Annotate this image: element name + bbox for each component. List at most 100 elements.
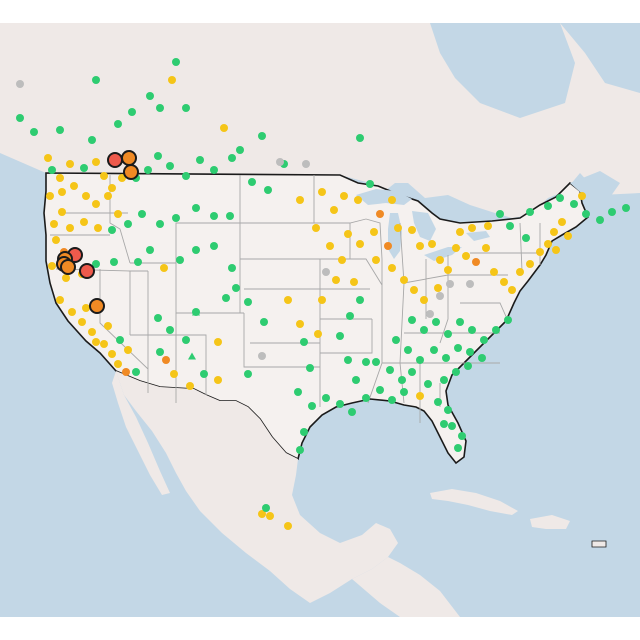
aqi-marker-good[interactable]: [226, 212, 234, 220]
aqi-marker-good[interactable]: [114, 120, 122, 128]
aqi-marker-good[interactable]: [92, 260, 100, 268]
aqi-marker-good[interactable]: [466, 348, 474, 356]
aqi-marker-good[interactable]: [336, 400, 344, 408]
aqi-marker-good[interactable]: [408, 368, 416, 376]
aqi-marker-good[interactable]: [196, 156, 204, 164]
aqi-marker-good[interactable]: [570, 200, 578, 208]
aqi-marker-good[interactable]: [166, 326, 174, 334]
aqi-marker-good[interactable]: [400, 388, 408, 396]
aqi-marker-good[interactable]: [372, 358, 380, 366]
aqi-marker-good[interactable]: [110, 258, 118, 266]
aqi-marker-good[interactable]: [344, 356, 352, 364]
aqi-marker-moderate[interactable]: [186, 382, 194, 390]
aqi-marker-moderate[interactable]: [356, 240, 364, 248]
aqi-marker-moderate[interactable]: [58, 188, 66, 196]
aqi-marker-good[interactable]: [222, 294, 230, 302]
aqi-marker-moderate[interactable]: [318, 188, 326, 196]
aqi-marker-moderate[interactable]: [92, 158, 100, 166]
aqi-marker-good[interactable]: [522, 234, 530, 242]
aqi-marker-moderate[interactable]: [452, 244, 460, 252]
aqi-marker-good[interactable]: [192, 246, 200, 254]
aqi-marker-moderate[interactable]: [100, 172, 108, 180]
aqi-marker-moderate[interactable]: [436, 256, 444, 264]
aqi-marker-moderate[interactable]: [94, 224, 102, 232]
aqi-marker-good[interactable]: [346, 312, 354, 320]
aqi-marker-good[interactable]: [264, 186, 272, 194]
aqi-marker-moderate[interactable]: [468, 224, 476, 232]
aqi-marker-good[interactable]: [454, 344, 462, 352]
aqi-marker-moderate[interactable]: [544, 240, 552, 248]
aqi-marker-usg[interactable]: [384, 242, 392, 250]
aqi-marker-moderate[interactable]: [258, 510, 266, 518]
aqi-marker-good[interactable]: [398, 376, 406, 384]
aqi-marker-no_data[interactable]: [436, 292, 444, 300]
aqi-marker-moderate[interactable]: [118, 174, 126, 182]
aqi-marker-moderate[interactable]: [314, 330, 322, 338]
aqi-marker-good[interactable]: [504, 316, 512, 324]
aqi-marker-good[interactable]: [56, 126, 64, 134]
aqi-marker-moderate[interactable]: [66, 224, 74, 232]
aqi-marker-moderate[interactable]: [516, 268, 524, 276]
aqi-marker-good[interactable]: [408, 316, 416, 324]
aqi-marker-moderate[interactable]: [78, 318, 86, 326]
aqi-marker-good[interactable]: [300, 428, 308, 436]
aqi-marker-good[interactable]: [322, 394, 330, 402]
aqi-marker-moderate[interactable]: [108, 350, 116, 358]
aqi-marker-moderate[interactable]: [66, 160, 74, 168]
aqi-marker-moderate[interactable]: [160, 264, 168, 272]
aqi-marker-good[interactable]: [352, 376, 360, 384]
aqi-marker-good[interactable]: [210, 212, 218, 220]
aqi-marker-usg[interactable]: [162, 356, 170, 364]
aqi-marker-moderate[interactable]: [410, 286, 418, 294]
aqi-marker-no_data[interactable]: [322, 268, 330, 276]
aqi-marker-moderate[interactable]: [82, 192, 90, 200]
aqi-marker-good[interactable]: [430, 346, 438, 354]
aqi-marker-good[interactable]: [458, 432, 466, 440]
aqi-marker-good[interactable]: [154, 152, 162, 160]
aqi-marker-no_data[interactable]: [258, 352, 266, 360]
aqi-marker-no_data[interactable]: [302, 160, 310, 168]
aqi-marker-good[interactable]: [622, 204, 630, 212]
aqi-marker-moderate[interactable]: [82, 304, 90, 312]
aqi-marker-good[interactable]: [348, 408, 356, 416]
aqi-marker-moderate[interactable]: [416, 392, 424, 400]
aqi-marker-moderate[interactable]: [58, 208, 66, 216]
aqi-marker-moderate[interactable]: [372, 256, 380, 264]
aqi-marker-good[interactable]: [442, 354, 450, 362]
aqi-marker-good[interactable]: [156, 104, 164, 112]
aqi-marker-good[interactable]: [154, 314, 162, 322]
aqi-marker-good[interactable]: [362, 394, 370, 402]
aqi-marker-moderate[interactable]: [552, 246, 560, 254]
aqi-marker-moderate[interactable]: [536, 248, 544, 256]
aqi-marker-good[interactable]: [108, 226, 116, 234]
aqi-marker-moderate[interactable]: [52, 236, 60, 244]
aqi-marker-good[interactable]: [132, 368, 140, 376]
aqi-marker-moderate[interactable]: [508, 286, 516, 294]
aqi-marker-good[interactable]: [146, 92, 154, 100]
aqi-marker-good[interactable]: [496, 210, 504, 218]
aqi-marker-good[interactable]: [294, 388, 302, 396]
aqi-marker-good[interactable]: [440, 420, 448, 428]
aqi-marker-good[interactable]: [134, 258, 142, 266]
aqi-marker-moderate[interactable]: [394, 224, 402, 232]
aqi-marker-good[interactable]: [456, 318, 464, 326]
aqi-marker-large-missoula[interactable]: [122, 163, 139, 180]
aqi-marker-good[interactable]: [80, 164, 88, 172]
aqi-marker-moderate[interactable]: [114, 360, 122, 368]
aqi-marker-good[interactable]: [232, 284, 240, 292]
aqi-marker-good[interactable]: [464, 362, 472, 370]
aqi-marker-moderate[interactable]: [220, 124, 228, 132]
aqi-marker-good[interactable]: [172, 58, 180, 66]
aqi-marker-moderate[interactable]: [370, 228, 378, 236]
aqi-marker-moderate[interactable]: [214, 338, 222, 346]
aqi-marker-good[interactable]: [248, 178, 256, 186]
aqi-marker-moderate[interactable]: [558, 218, 566, 226]
aqi-marker-good[interactable]: [454, 444, 462, 452]
aqi-marker-good[interactable]: [392, 336, 400, 344]
aqi-marker-good[interactable]: [440, 376, 448, 384]
aqi-marker-good[interactable]: [182, 336, 190, 344]
aqi-marker-good[interactable]: [366, 180, 374, 188]
aqi-marker-moderate[interactable]: [284, 296, 292, 304]
aqi-marker-good[interactable]: [182, 104, 190, 112]
aqi-marker-good[interactable]: [506, 222, 514, 230]
